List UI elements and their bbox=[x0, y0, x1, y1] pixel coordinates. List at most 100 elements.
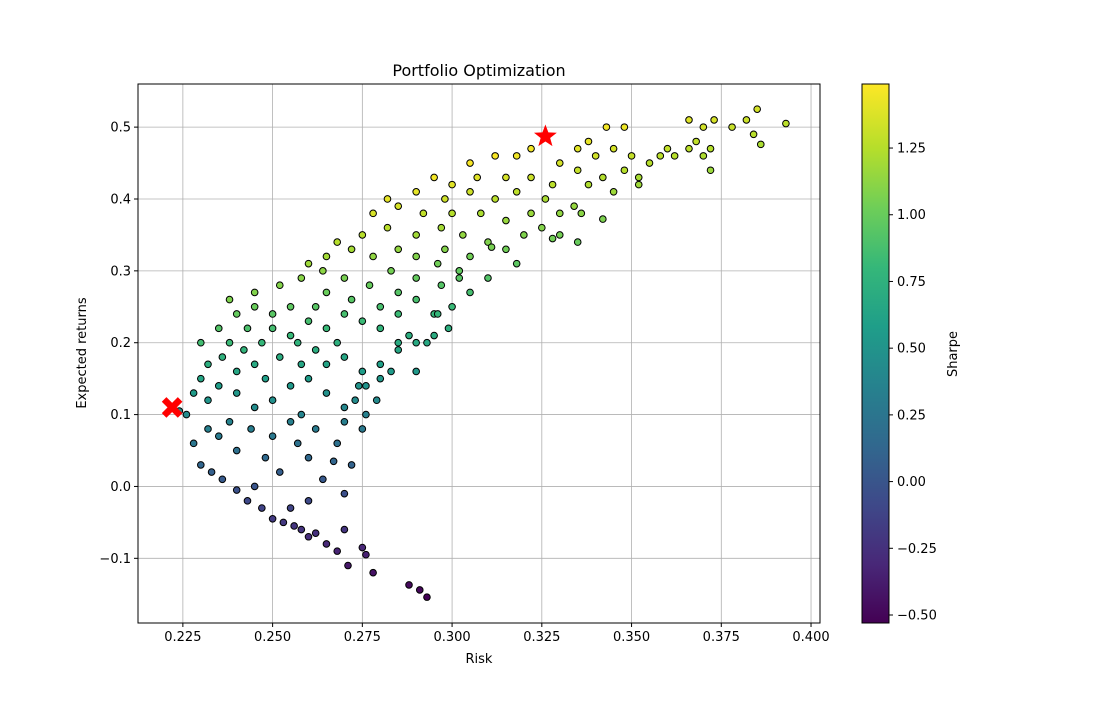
scatter-point bbox=[340, 525, 349, 534]
scatter-point bbox=[351, 396, 359, 405]
scatter-point bbox=[645, 159, 654, 167]
scatter-point bbox=[340, 489, 349, 498]
scatter-point bbox=[599, 173, 607, 182]
y-axis-label: Expected returns bbox=[75, 297, 90, 409]
chart-title: Portfolio Optimization bbox=[392, 61, 565, 80]
scatter-point bbox=[232, 310, 241, 318]
scatter-point bbox=[232, 389, 241, 397]
scatter-point bbox=[685, 144, 693, 153]
scatter-point bbox=[448, 302, 456, 311]
scatter-point bbox=[753, 105, 761, 113]
scatter-point bbox=[577, 209, 586, 218]
x-tick-label: 0.325 bbox=[523, 630, 560, 645]
scatter-point bbox=[293, 338, 302, 347]
x-tick-label: 0.400 bbox=[792, 630, 829, 645]
scatter-point bbox=[197, 338, 205, 347]
scatter-point bbox=[369, 252, 377, 261]
scatter-point bbox=[412, 252, 420, 261]
scatter-point bbox=[394, 245, 403, 254]
scatter-point bbox=[232, 446, 241, 455]
scatter-point bbox=[362, 382, 370, 390]
scatter-point bbox=[491, 152, 499, 160]
plot-frame bbox=[137, 83, 821, 624]
scatter-point bbox=[415, 586, 424, 594]
scatter-point bbox=[433, 310, 442, 318]
scatter-point bbox=[466, 288, 474, 297]
scatter-point bbox=[430, 173, 438, 182]
scatter-point bbox=[358, 425, 367, 433]
scatter-point bbox=[304, 453, 313, 462]
scatter-point bbox=[240, 346, 248, 354]
scatter-point bbox=[250, 360, 259, 369]
scatter-point bbox=[627, 152, 636, 160]
scatter-point bbox=[437, 281, 446, 290]
scatter-point bbox=[527, 173, 535, 182]
scatter-point bbox=[297, 525, 306, 534]
scatter-point bbox=[319, 267, 327, 275]
scatter-point bbox=[502, 216, 510, 225]
scatter-point bbox=[548, 234, 557, 243]
colorbar-tick-label: 0.75 bbox=[897, 275, 926, 290]
scatter-point bbox=[412, 338, 420, 347]
scatter-point bbox=[699, 123, 708, 131]
scatter-point bbox=[204, 425, 212, 433]
scatter-point bbox=[293, 439, 302, 448]
scatter-point bbox=[749, 130, 758, 139]
scatter-point bbox=[538, 223, 546, 232]
scatter-point bbox=[286, 382, 295, 390]
scatter-point bbox=[340, 403, 349, 412]
scatter-point bbox=[247, 425, 255, 433]
colorbar-label: Sharpe bbox=[946, 331, 961, 377]
scatter-point bbox=[286, 504, 295, 512]
scatter-point bbox=[487, 243, 496, 251]
scatter-point bbox=[358, 231, 367, 239]
scatter-point bbox=[376, 374, 385, 383]
scatter-point bbox=[706, 144, 715, 153]
scatter-point bbox=[756, 140, 765, 149]
scatter-point bbox=[225, 338, 234, 347]
scatter-point bbox=[340, 274, 349, 282]
scatter-point bbox=[333, 238, 342, 246]
scatter-point bbox=[311, 425, 320, 433]
scatter-point bbox=[419, 209, 428, 218]
scatter-point bbox=[620, 123, 629, 131]
scatter-point bbox=[466, 159, 474, 167]
scatter-point bbox=[782, 119, 790, 128]
scatter-point bbox=[275, 281, 284, 290]
scatter-point bbox=[376, 360, 385, 369]
scatter-point bbox=[329, 457, 338, 466]
scatter-point bbox=[394, 288, 403, 297]
colorbar-tick-label: 1.25 bbox=[897, 142, 926, 157]
scatter-point bbox=[362, 410, 370, 419]
scatter-point bbox=[692, 137, 700, 146]
x-marker-stroke bbox=[161, 397, 183, 418]
x-axis-ticks: 0.225 0.250 0.275 0.300 0.325 0.350 0.375 0.400 bbox=[164, 623, 830, 645]
scatter-point bbox=[268, 396, 277, 405]
scatter-point bbox=[455, 267, 464, 275]
scatter-point bbox=[250, 302, 259, 311]
scatter-point bbox=[304, 317, 313, 325]
scatter-point bbox=[369, 209, 377, 218]
scatter-point bbox=[218, 475, 227, 484]
colorbar-tick-label: −0.25 bbox=[897, 542, 937, 557]
x-tick-label: 0.300 bbox=[433, 630, 470, 645]
scatter-point bbox=[354, 382, 363, 390]
scatter-point bbox=[473, 173, 482, 182]
scatter-point bbox=[448, 180, 456, 189]
scatter-point bbox=[441, 195, 449, 203]
y-tick-label: 0.4 bbox=[110, 192, 131, 207]
y-tick-label: 0.5 bbox=[110, 121, 131, 136]
scatter-point bbox=[620, 166, 629, 175]
y-axis-ticks: −0.1 0.0 0.1 0.2 0.3 0.4 0.5 bbox=[99, 121, 138, 567]
scatter-point bbox=[670, 152, 679, 160]
scatter-point bbox=[204, 360, 212, 369]
scatter-point bbox=[484, 238, 492, 246]
y-tick-label: 0.1 bbox=[110, 408, 131, 423]
scatter-point bbox=[204, 396, 212, 405]
x-tick-label: 0.225 bbox=[164, 630, 201, 645]
x-tick-label: 0.250 bbox=[254, 630, 291, 645]
scatter-point bbox=[333, 338, 342, 347]
scatter-point bbox=[304, 374, 313, 383]
scatter-point bbox=[290, 522, 298, 530]
